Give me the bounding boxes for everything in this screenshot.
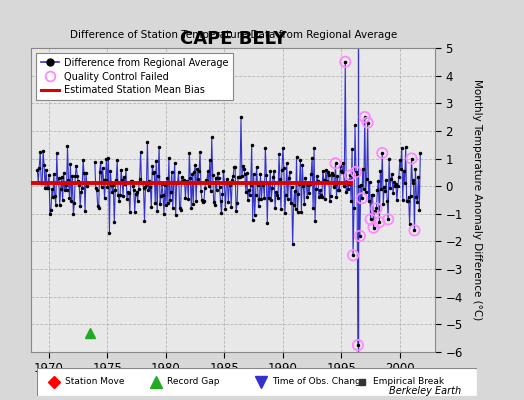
Point	[384, 216, 392, 222]
Point	[410, 227, 419, 234]
Text: Time of Obs. Change: Time of Obs. Change	[272, 378, 367, 386]
Text: Station Move: Station Move	[66, 378, 125, 386]
FancyBboxPatch shape	[37, 368, 477, 396]
Point	[369, 224, 378, 231]
Point	[358, 195, 366, 202]
Point	[375, 219, 384, 225]
Point	[366, 216, 375, 222]
Title: CAPE BELY: CAPE BELY	[180, 30, 287, 48]
Point	[361, 114, 369, 120]
Y-axis label: Monthly Temperature Anomaly Difference (°C): Monthly Temperature Anomaly Difference (…	[472, 79, 482, 321]
Point	[378, 150, 387, 156]
Point	[346, 172, 354, 179]
Point	[352, 169, 360, 175]
Text: Record Gap: Record Gap	[167, 378, 219, 386]
Text: Berkeley Earth: Berkeley Earth	[389, 386, 461, 396]
Point	[372, 205, 380, 212]
Point	[364, 120, 372, 126]
Point	[341, 59, 350, 65]
Text: Empirical Break: Empirical Break	[374, 378, 444, 386]
Point	[407, 155, 416, 162]
Legend: Difference from Regional Average, Quality Control Failed, Estimated Station Mean: Difference from Regional Average, Qualit…	[36, 53, 233, 100]
Point	[354, 342, 362, 348]
Point	[331, 160, 340, 166]
Text: Difference of Station Temperature Data from Regional Average: Difference of Station Temperature Data f…	[70, 30, 397, 40]
Point	[356, 233, 364, 239]
Point	[349, 252, 357, 258]
